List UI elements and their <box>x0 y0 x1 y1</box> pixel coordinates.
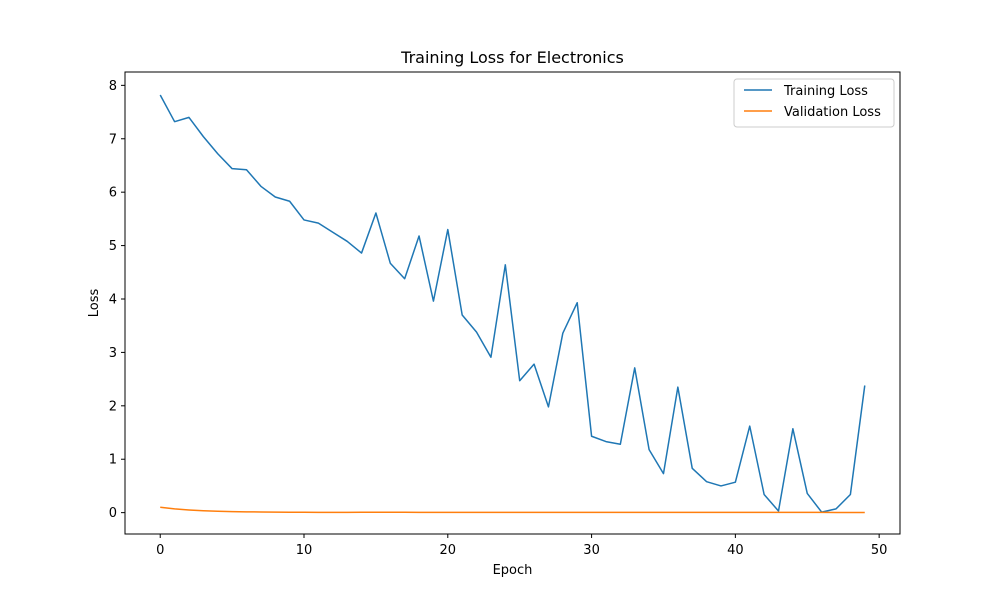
x-tick-label: 0 <box>156 543 164 558</box>
plot-frame <box>124 71 901 535</box>
plot-lines <box>159 94 866 514</box>
legend: Training Loss Validation Loss <box>733 78 895 128</box>
legend-label-validation-loss: Validation Loss <box>784 105 881 120</box>
x-tick-label: 50 <box>871 543 888 558</box>
x-tick-label: 40 <box>727 543 744 558</box>
y-tick-label: 4 <box>109 292 117 307</box>
y-tick-label: 6 <box>109 186 117 201</box>
y-tick-label: 1 <box>109 453 117 468</box>
y-tick-label: 8 <box>109 79 117 94</box>
legend-label-training-loss: Training Loss <box>783 84 868 99</box>
y-tick-label: 0 <box>109 506 117 521</box>
series-line-training-loss <box>159 94 866 513</box>
x-tick-label: 20 <box>440 543 457 558</box>
y-tick-label: 5 <box>109 239 117 254</box>
chart-title: Training Loss for Electronics <box>400 48 624 67</box>
x-tick-label: 30 <box>583 543 600 558</box>
y-tick-label: 2 <box>109 399 117 414</box>
series-line-validation-loss <box>160 506 865 514</box>
x-axis-ticks: 0 10 20 30 40 50 <box>156 534 887 558</box>
y-axis-ticks: 0 1 2 3 4 5 6 7 8 <box>109 79 125 521</box>
y-axis-label: Loss <box>87 289 102 318</box>
y-tick-label: 7 <box>109 132 117 147</box>
y-tick-label: 3 <box>109 346 117 361</box>
x-axis-label: Epoch <box>493 563 533 578</box>
legend-box <box>733 78 895 128</box>
x-tick-label: 10 <box>296 543 313 558</box>
